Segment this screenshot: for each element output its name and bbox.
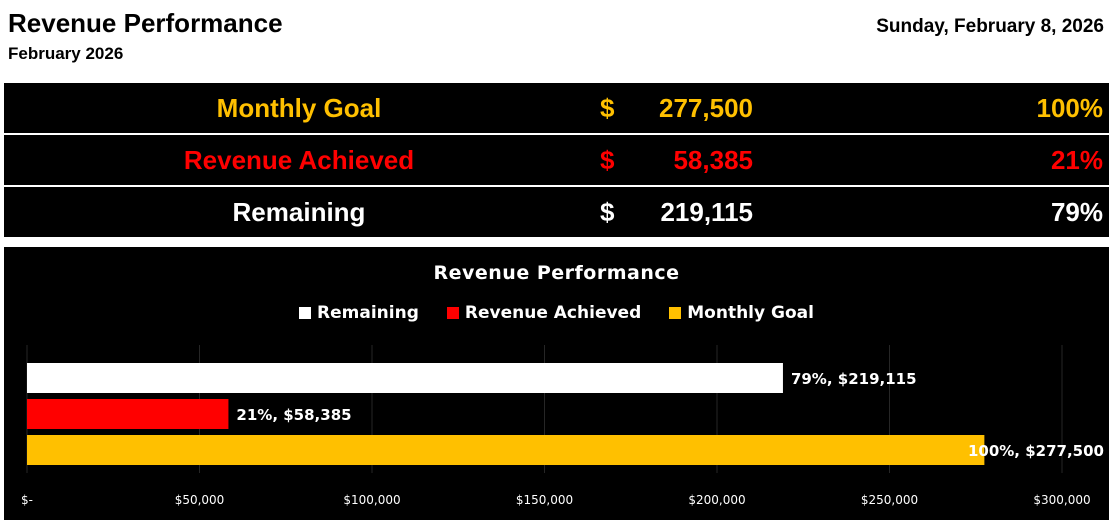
summary-label: Revenue Achieved [183, 145, 415, 175]
bar-data-label: 100%, $277,500 [968, 442, 1104, 460]
summary-amount: 277,500 [659, 93, 753, 123]
bar-monthly-goal [27, 435, 985, 465]
legend-label: Revenue Achieved [464, 303, 642, 323]
summary-label: Monthly Goal [216, 93, 382, 123]
x-tick-label: $150,000 [516, 493, 573, 507]
summary-amount: 58,385 [673, 145, 753, 175]
bar-data-label: 21%, $58,385 [236, 406, 351, 424]
summary-percent: 100% [1036, 93, 1104, 123]
x-tick-label: $100,000 [343, 493, 400, 507]
legend-item-remaining: Remaining [299, 303, 419, 323]
x-tick-label: $250,000 [861, 493, 918, 507]
bar-revenue-achieved [27, 399, 229, 429]
chart-legend: Remaining Revenue Achieved Monthly Goal [4, 303, 1109, 323]
legend-label: Remaining [317, 303, 419, 323]
bar-data-label: 79%, $219,115 [791, 370, 917, 388]
summary-row-monthly-goal: Monthly Goal $ 277,500 100% [4, 83, 1109, 133]
summary-table: Monthly Goal $ 277,500 100% Revenue Achi… [4, 83, 1109, 239]
summary-currency: $ [600, 197, 615, 227]
summary-row-revenue-achieved: Revenue Achieved $ 58,385 21% [4, 135, 1109, 185]
report-date: Sunday, February 8, 2026 [876, 16, 1104, 37]
legend-swatch [299, 307, 312, 319]
legend-label: Monthly Goal [687, 303, 814, 323]
x-tick-label: $300,000 [1033, 493, 1090, 507]
summary-label: Remaining [232, 197, 366, 227]
summary-currency: $ [600, 145, 615, 175]
summary-percent: 21% [1050, 145, 1103, 175]
x-tick-label: $- [21, 493, 33, 507]
revenue-chart: Revenue Performance Remaining Revenue Ac… [4, 247, 1109, 520]
summary-row-remaining: Remaining $ 219,115 79% [4, 187, 1109, 237]
legend-swatch [446, 307, 459, 319]
legend-swatch [669, 307, 682, 319]
summary-currency: $ [600, 93, 615, 123]
summary-amount: 219,115 [660, 197, 753, 227]
legend-item-monthly-goal: Monthly Goal [669, 303, 814, 323]
x-tick-label: $200,000 [688, 493, 745, 507]
chart-title: Revenue Performance [433, 262, 680, 284]
chart-plot: $- $50,000 $100,000 $150,000 $200,000 $250,00… [21, 345, 1104, 507]
summary-percent: 79% [1050, 197, 1103, 227]
x-tick-label: $50,000 [175, 493, 225, 507]
page-subtitle: February 2026 [8, 44, 124, 63]
bar-remaining [27, 363, 783, 393]
page-title: Revenue Performance [8, 8, 283, 38]
legend-item-revenue-achieved: Revenue Achieved [446, 303, 642, 323]
